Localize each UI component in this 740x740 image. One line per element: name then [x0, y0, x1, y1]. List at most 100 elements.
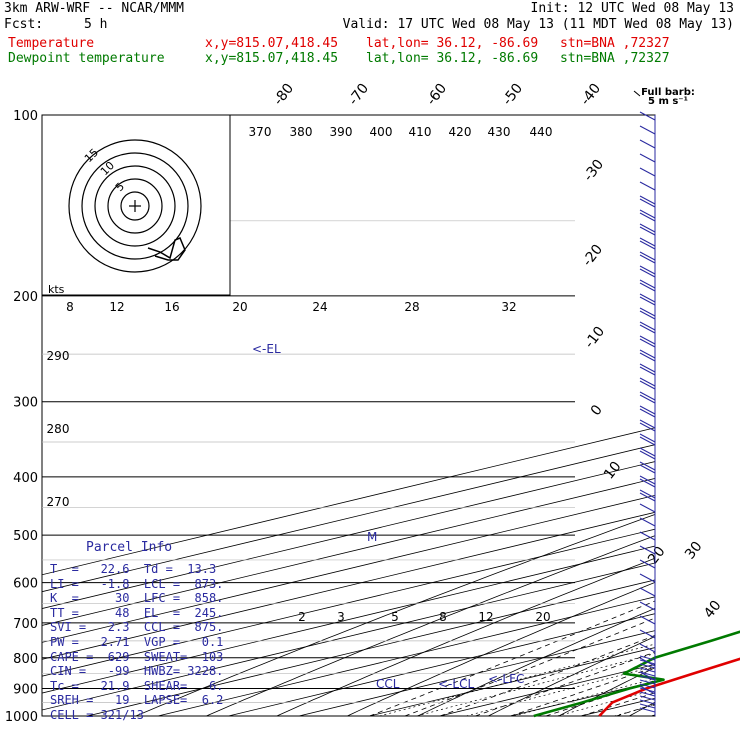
pressure-tick-label: 600 — [13, 577, 38, 592]
wind-barb — [639, 338, 656, 348]
isotherm-label: -10 — [582, 324, 609, 352]
wind-barb — [639, 691, 656, 697]
moist-adiabat-line — [404, 617, 655, 716]
moist-adiabat-line — [687, 302, 740, 716]
theta-label: 270 — [47, 495, 70, 509]
hodograph-frame — [41, 114, 231, 296]
forecast-hour: 5 h — [84, 17, 108, 32]
speed-scale-label: 8 — [66, 300, 74, 314]
wind-barb — [639, 181, 656, 191]
mixing-ratio-line — [614, 704, 655, 716]
isotherm-line — [579, 697, 655, 716]
isotherm-line — [42, 562, 655, 711]
barb-legend-units: 5 m s⁻¹ — [648, 96, 688, 107]
wind-barb — [639, 643, 656, 653]
parcel-info-row: PW = 2.71 VGP = 0.1 — [50, 634, 224, 649]
level-marker-label: CCL — [376, 677, 400, 691]
wind-barb — [639, 475, 656, 485]
mixing-ratio-label: 2 — [298, 610, 306, 624]
speed-scale-label: 28 — [404, 300, 419, 314]
speed-scale-label: 32 — [501, 300, 516, 314]
wind-barb — [639, 671, 656, 677]
moist-adiabat-line — [439, 634, 655, 716]
parcel-info-row: CIN = -99 HWBZ= 3228. — [50, 664, 224, 679]
wind-barb — [639, 675, 656, 681]
wind-barb — [639, 489, 656, 499]
wind-barb — [639, 111, 656, 121]
wind-barb — [639, 209, 656, 219]
wind-barb — [639, 282, 656, 292]
mixing-ratio-label: 8 — [439, 610, 447, 624]
wind-barb — [639, 707, 656, 713]
mixing-ratio-label: 20 — [535, 610, 550, 624]
pressure-tick-label: 700 — [13, 617, 38, 632]
isotherm-line — [438, 664, 655, 716]
dry-adiabat-line — [677, 115, 740, 729]
parcel-info-row: LI = -1.8 LCL = 873. — [50, 576, 224, 591]
wind-barb — [639, 663, 656, 669]
speed-scale-label: 24 — [312, 300, 327, 314]
wind-barb — [639, 254, 656, 264]
wind-barb — [639, 531, 656, 541]
dry-adiabat-line — [134, 513, 655, 716]
pressure-tick-label: 800 — [13, 652, 38, 667]
mixing-ratio-line — [379, 643, 655, 716]
hodograph-ring — [120, 191, 150, 221]
isotherm-line — [42, 511, 655, 660]
hodograph-ring — [68, 139, 202, 273]
hodograph-trace — [147, 237, 186, 261]
wind-barb — [639, 667, 656, 673]
moist-adiabat-line — [616, 703, 655, 716]
wind-barb — [639, 195, 656, 205]
wind-barb — [639, 265, 656, 275]
mixing-ratio-line — [466, 665, 655, 716]
isotherm-line — [649, 714, 655, 716]
isotherm-label: -60 — [424, 81, 451, 109]
wind-barb — [639, 419, 656, 429]
parcel-info-row: K = 30 LFC = 858. — [50, 591, 224, 606]
isotherm-line — [42, 528, 655, 677]
hodograph-ring — [81, 152, 189, 260]
wind-barb — [639, 380, 656, 390]
dry-adiabat-line — [557, 667, 655, 716]
parcel-info-row: SVI = 2.3 CCL = 875. — [50, 620, 224, 635]
wind-barb — [639, 545, 656, 555]
wind-barb — [639, 450, 656, 460]
isotherm-label: 20 — [645, 544, 669, 568]
barb-legend-title: Full barb: — [641, 87, 695, 98]
dewpoint-legend-xy: x,y=815.07,418.45 — [205, 51, 339, 66]
theta-label: 280 — [47, 422, 70, 436]
isotherm-line — [42, 494, 655, 643]
isotherm-label: 10 — [601, 459, 625, 483]
dewpoint-profile-line — [533, 630, 740, 718]
wind-barb — [639, 310, 656, 320]
parcel-info-title: Parcel Info — [86, 540, 173, 555]
pressure-tick-label: 200 — [13, 290, 38, 305]
dry-adiabat-line — [346, 581, 655, 716]
isotherm-line — [156, 596, 655, 716]
isotherm-line — [85, 579, 655, 716]
isotherm-label: -20 — [580, 242, 607, 270]
dewpoint-legend-station: stn=BNA ,72327 — [560, 51, 670, 66]
wind-barb — [639, 559, 656, 569]
pressure-tick-label: 1000 — [5, 710, 38, 725]
pressure-tick-label: 100 — [13, 109, 38, 124]
wind-barb — [639, 687, 656, 693]
temperature-legend-label: Temperature — [8, 36, 95, 51]
theta-label: 390 — [330, 125, 353, 139]
wind-barb — [639, 335, 656, 345]
isotherm-line — [42, 545, 655, 694]
parcel-info-row: CELL = 321/13 — [50, 707, 144, 722]
level-marker-label: <-LCL — [438, 677, 474, 691]
dry-adiabat-line — [416, 607, 655, 716]
wind-barb — [639, 268, 656, 278]
wind-barb — [639, 447, 656, 457]
wind-barb — [639, 492, 656, 502]
wind-barb — [639, 615, 656, 625]
wind-barb — [639, 433, 656, 443]
wind-barb — [639, 503, 656, 513]
wind-barb — [639, 363, 656, 373]
wind-barb — [639, 198, 656, 208]
wind-barb — [639, 237, 656, 247]
theta-label: 400 — [370, 125, 393, 139]
